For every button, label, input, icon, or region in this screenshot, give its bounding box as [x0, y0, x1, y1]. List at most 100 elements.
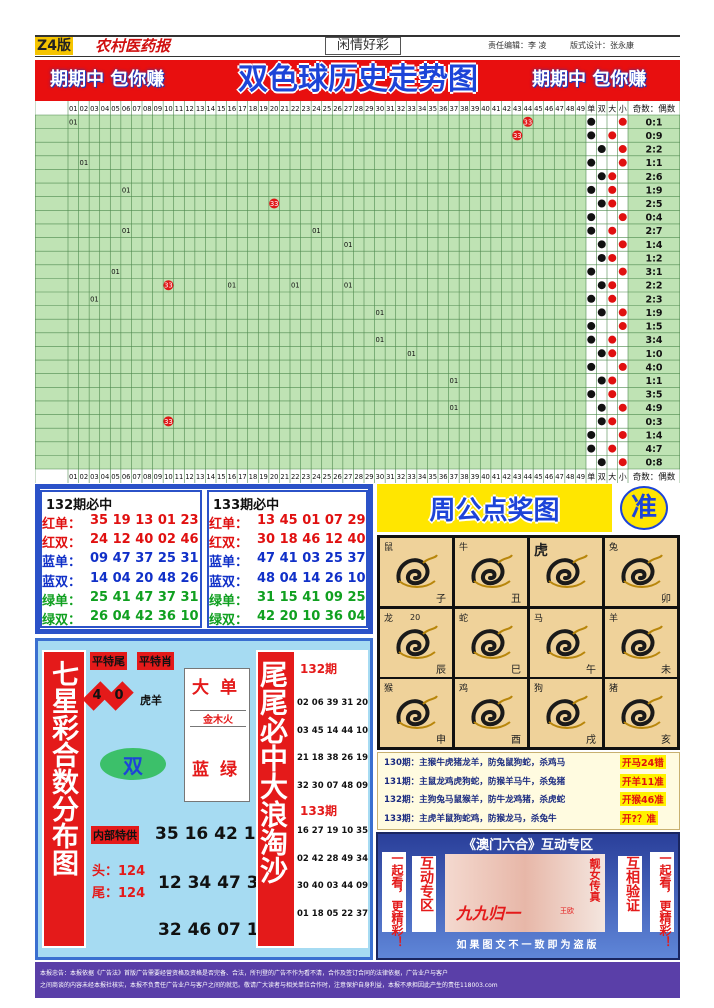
zodiac-note: 20 [410, 612, 421, 622]
stat-label: 大 [608, 472, 616, 482]
even: 双 [123, 754, 143, 778]
size-dot [608, 417, 617, 426]
red-ball [512, 130, 523, 141]
parity-dot [597, 308, 606, 317]
inside-nums: 35 16 42 11 [155, 824, 268, 844]
size-dot [608, 185, 617, 194]
column-label: 31 [386, 105, 395, 113]
cell-number: 01 [228, 282, 237, 290]
zodiac-branch: 戌 [586, 735, 596, 746]
column-label: 21 [280, 473, 289, 481]
ratio: 1:4 [645, 240, 662, 251]
inside-label: 内部特供 [91, 826, 139, 844]
issue-label: 133期 [300, 804, 338, 818]
cell-number: 01 [312, 227, 321, 235]
column-label: 07 [132, 473, 141, 481]
size-dot [618, 213, 627, 222]
parity-dot [587, 267, 596, 276]
column-label: 23 [302, 105, 311, 113]
column-label: 20 [270, 473, 279, 481]
banner-right: 期期中 包你赚 [532, 69, 647, 90]
column-label: 14 [206, 105, 215, 113]
banner [35, 60, 680, 101]
picks-label: 红双： [42, 536, 82, 552]
picks-numbers: 09 47 37 25 31 [90, 551, 199, 567]
zodiac-ink [546, 624, 588, 659]
parity-dot [597, 199, 606, 208]
parity-dot [587, 213, 596, 222]
ink-accent [473, 695, 513, 729]
column-label: 08 [143, 473, 152, 481]
column-label: 39 [471, 473, 480, 481]
ink-stroke [396, 558, 430, 586]
size-dot [618, 158, 627, 167]
ratio: 0:3 [645, 417, 662, 428]
size-dot [608, 390, 617, 399]
size-dot [618, 322, 627, 331]
column-label: 12 [185, 473, 194, 481]
size-dot [618, 430, 627, 439]
page-number: Z4版 [35, 37, 73, 55]
issue-line: 32 30 07 48 09 [297, 780, 368, 791]
parity-dot [597, 253, 606, 262]
zodiac-animal: 蛇 [459, 613, 469, 624]
zodiac-branch: 未 [661, 664, 671, 676]
column-label: 10 [164, 473, 173, 481]
parity-dot [597, 376, 606, 385]
column-label: 40 [481, 105, 490, 113]
ink-stroke [621, 699, 655, 727]
column-label: 04 [101, 473, 110, 481]
parity-dot [587, 158, 596, 167]
photo-tag: 靓女传真 [588, 858, 601, 902]
column-label: 37 [450, 105, 459, 113]
zodiac-badge: 准 [620, 486, 668, 530]
size-dot [608, 172, 617, 181]
column-label: 43 [513, 105, 522, 113]
zodiac-title: 周公点奖图 [429, 496, 560, 526]
zodiac-animal: 牛 [459, 543, 469, 553]
zodiac-branch: 亥 [661, 735, 671, 746]
column-label: 36 [439, 473, 448, 481]
red-ball [522, 116, 533, 127]
picks-label: 蓝单： [42, 555, 82, 571]
column-label: 42 [502, 473, 511, 481]
size-dot [618, 267, 627, 276]
ink-stroke [471, 558, 505, 586]
zodiac-animal: 狗 [534, 684, 544, 694]
ratio: 0:9 [645, 131, 662, 142]
parity-dot [597, 458, 606, 467]
column-label: 13 [196, 105, 205, 113]
zodiac-branch: 酉 [511, 735, 521, 746]
picks-numbers: 31 15 41 09 25 [257, 589, 366, 605]
column-label: 40 [481, 473, 490, 481]
parity-dot [587, 444, 596, 453]
cell-number: 01 [80, 159, 89, 167]
ratio: 0:1 [645, 117, 662, 128]
column-label: 21 [280, 105, 289, 113]
column-label: 42 [502, 105, 511, 113]
stat-label: 单 [587, 472, 595, 482]
parity-dot [587, 294, 596, 303]
column-label: 15 [217, 105, 226, 113]
parity-dot [587, 117, 596, 126]
trend-chart: 01 02 03 04 05 06 07 08 09 10 11 12 13 14 15 16 17 18 19 20… [35, 101, 680, 483]
interactive-title: 《澳门六合》互动专区 [462, 838, 593, 853]
size-dot [618, 362, 627, 371]
red-ball [163, 416, 174, 427]
picks-numbers: 25 41 47 37 31 [90, 589, 199, 605]
column-name: 闲情好彩 [325, 37, 401, 55]
column-label: 22 [291, 105, 300, 113]
ratio: 3:1 [645, 267, 662, 278]
ink-accent [473, 554, 513, 588]
column-label: 41 [492, 105, 501, 113]
footer [35, 962, 680, 998]
column-label: 05 [111, 473, 120, 481]
column-label: 25 [323, 473, 332, 481]
ratio: 0:8 [645, 458, 662, 469]
ratio: 1:0 [645, 349, 662, 360]
prediction-result: 开猴46准 [620, 792, 666, 806]
picks-label: 蓝单： [209, 555, 249, 571]
column-label: 30 [376, 473, 385, 481]
column-label: 20 [270, 105, 279, 113]
cell-number: 01 [122, 186, 131, 194]
